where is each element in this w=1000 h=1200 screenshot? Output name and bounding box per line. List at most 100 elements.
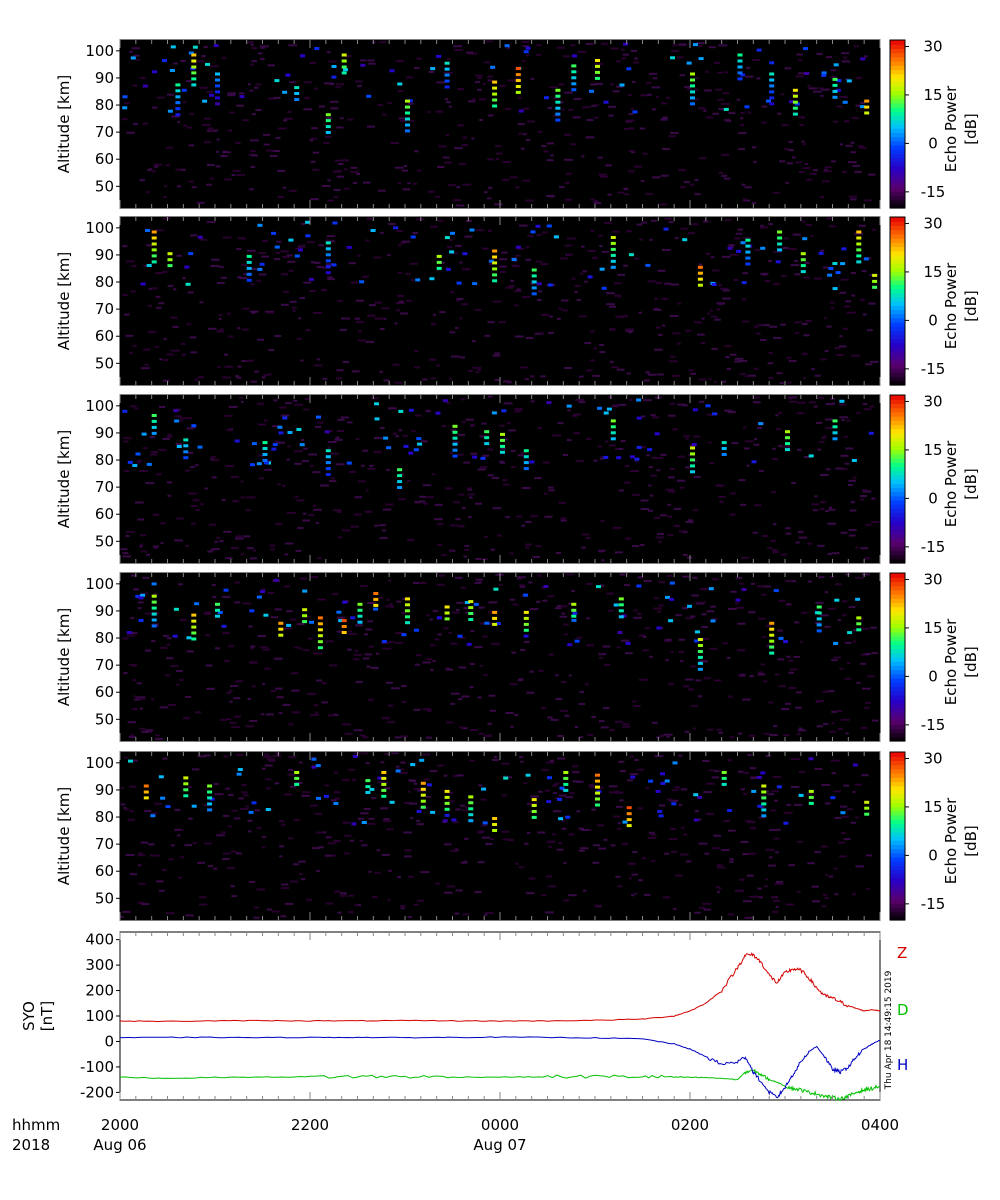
colorbar-cell bbox=[890, 449, 905, 455]
colorbar-cell bbox=[890, 546, 905, 551]
noise-cell bbox=[324, 784, 329, 787]
noise-cell bbox=[672, 44, 678, 47]
noise-cell bbox=[643, 399, 652, 402]
colorbar-cell bbox=[890, 246, 905, 252]
noise-cell bbox=[753, 367, 759, 370]
noise-cell bbox=[759, 226, 768, 229]
echo-cell bbox=[777, 242, 783, 246]
noise-cell bbox=[682, 404, 689, 407]
echo-cell bbox=[466, 642, 472, 646]
noise-cell bbox=[674, 237, 679, 240]
noise-cell bbox=[367, 125, 375, 128]
noise-cell bbox=[250, 661, 256, 664]
noise-cell bbox=[453, 775, 459, 777]
colorbar-cell bbox=[890, 882, 905, 887]
noise-cell bbox=[564, 198, 573, 201]
echo-cell bbox=[325, 125, 331, 129]
noise-cell bbox=[260, 58, 265, 61]
noise-cell bbox=[304, 398, 310, 400]
noise-cell bbox=[654, 348, 663, 351]
noise-cell bbox=[233, 817, 241, 820]
noise-cell bbox=[848, 529, 857, 531]
noise-cell bbox=[707, 728, 714, 731]
colorbar-tick-label: 0 bbox=[928, 667, 938, 685]
noise-cell bbox=[262, 846, 266, 849]
echo-cell bbox=[191, 424, 197, 428]
noise-cell bbox=[235, 852, 242, 855]
noise-cell bbox=[619, 799, 624, 802]
noise-cell bbox=[254, 370, 260, 373]
echo-cell bbox=[737, 59, 743, 63]
noise-cell bbox=[203, 117, 212, 120]
noise-cell bbox=[581, 533, 590, 536]
colorbar-cell bbox=[890, 657, 905, 662]
echo-cell bbox=[444, 813, 450, 817]
colorbar-cell bbox=[890, 873, 905, 879]
echo-cell bbox=[197, 235, 203, 239]
noise-cell bbox=[321, 831, 327, 834]
noise-cell bbox=[352, 182, 358, 184]
noise-cell bbox=[713, 380, 717, 383]
noise-cell bbox=[536, 600, 541, 603]
noise-cell bbox=[270, 690, 276, 693]
noise-cell bbox=[859, 146, 867, 149]
echo-cell bbox=[325, 265, 331, 269]
echo-cell bbox=[632, 110, 638, 114]
noise-cell bbox=[130, 290, 136, 293]
noise-cell bbox=[735, 576, 742, 579]
noise-cell bbox=[567, 409, 571, 412]
noise-cell bbox=[209, 65, 219, 68]
noise-cell bbox=[578, 827, 585, 830]
echo-cell bbox=[309, 620, 314, 624]
noise-cell bbox=[248, 625, 253, 628]
noise-cell bbox=[237, 237, 247, 240]
noise-cell bbox=[391, 687, 400, 690]
noise-cell bbox=[743, 447, 750, 450]
noise-cell bbox=[685, 329, 692, 332]
noise-cell bbox=[831, 722, 835, 725]
echo-cell bbox=[501, 409, 507, 413]
noise-cell bbox=[867, 329, 873, 332]
noise-cell bbox=[692, 460, 698, 463]
noise-cell bbox=[455, 609, 460, 611]
noise-cell bbox=[558, 842, 563, 844]
noise-cell bbox=[806, 792, 813, 795]
colorbar-cell bbox=[890, 242, 905, 247]
echo-cell bbox=[658, 814, 664, 818]
echo-cell bbox=[185, 282, 191, 286]
noise-cell bbox=[288, 756, 297, 758]
noise-cell bbox=[181, 353, 187, 356]
echo-cell bbox=[745, 244, 751, 248]
noise-cell bbox=[438, 574, 446, 577]
echo-cell bbox=[741, 588, 747, 592]
noise-cell bbox=[223, 755, 229, 758]
echo-cell bbox=[207, 784, 213, 788]
noise-cell bbox=[491, 477, 500, 479]
noise-cell bbox=[702, 760, 710, 762]
echo-cell bbox=[523, 610, 529, 614]
noise-cell bbox=[716, 308, 720, 311]
echo-cell bbox=[712, 412, 718, 416]
noise-cell bbox=[447, 791, 454, 794]
noise-cell bbox=[146, 244, 153, 247]
noise-cell bbox=[839, 345, 847, 348]
noise-cell bbox=[505, 712, 514, 714]
echo-cell bbox=[452, 430, 458, 434]
noise-cell bbox=[249, 89, 254, 92]
noise-cell bbox=[617, 822, 621, 825]
noise-cell bbox=[852, 790, 856, 793]
noise-cell bbox=[499, 265, 507, 268]
noise-cell bbox=[650, 414, 656, 417]
echo-cell bbox=[215, 602, 220, 606]
noise-cell bbox=[215, 647, 220, 650]
echo-cell bbox=[452, 442, 458, 446]
noise-cell bbox=[593, 200, 599, 202]
noise-cell bbox=[522, 179, 531, 182]
noise-cell bbox=[752, 396, 760, 399]
noise-cell bbox=[834, 710, 843, 712]
noise-cell bbox=[263, 374, 270, 377]
noise-cell bbox=[555, 551, 561, 554]
echo-cell bbox=[151, 242, 157, 246]
noise-cell bbox=[324, 82, 333, 85]
y-tick-label: 70 bbox=[95, 835, 114, 853]
